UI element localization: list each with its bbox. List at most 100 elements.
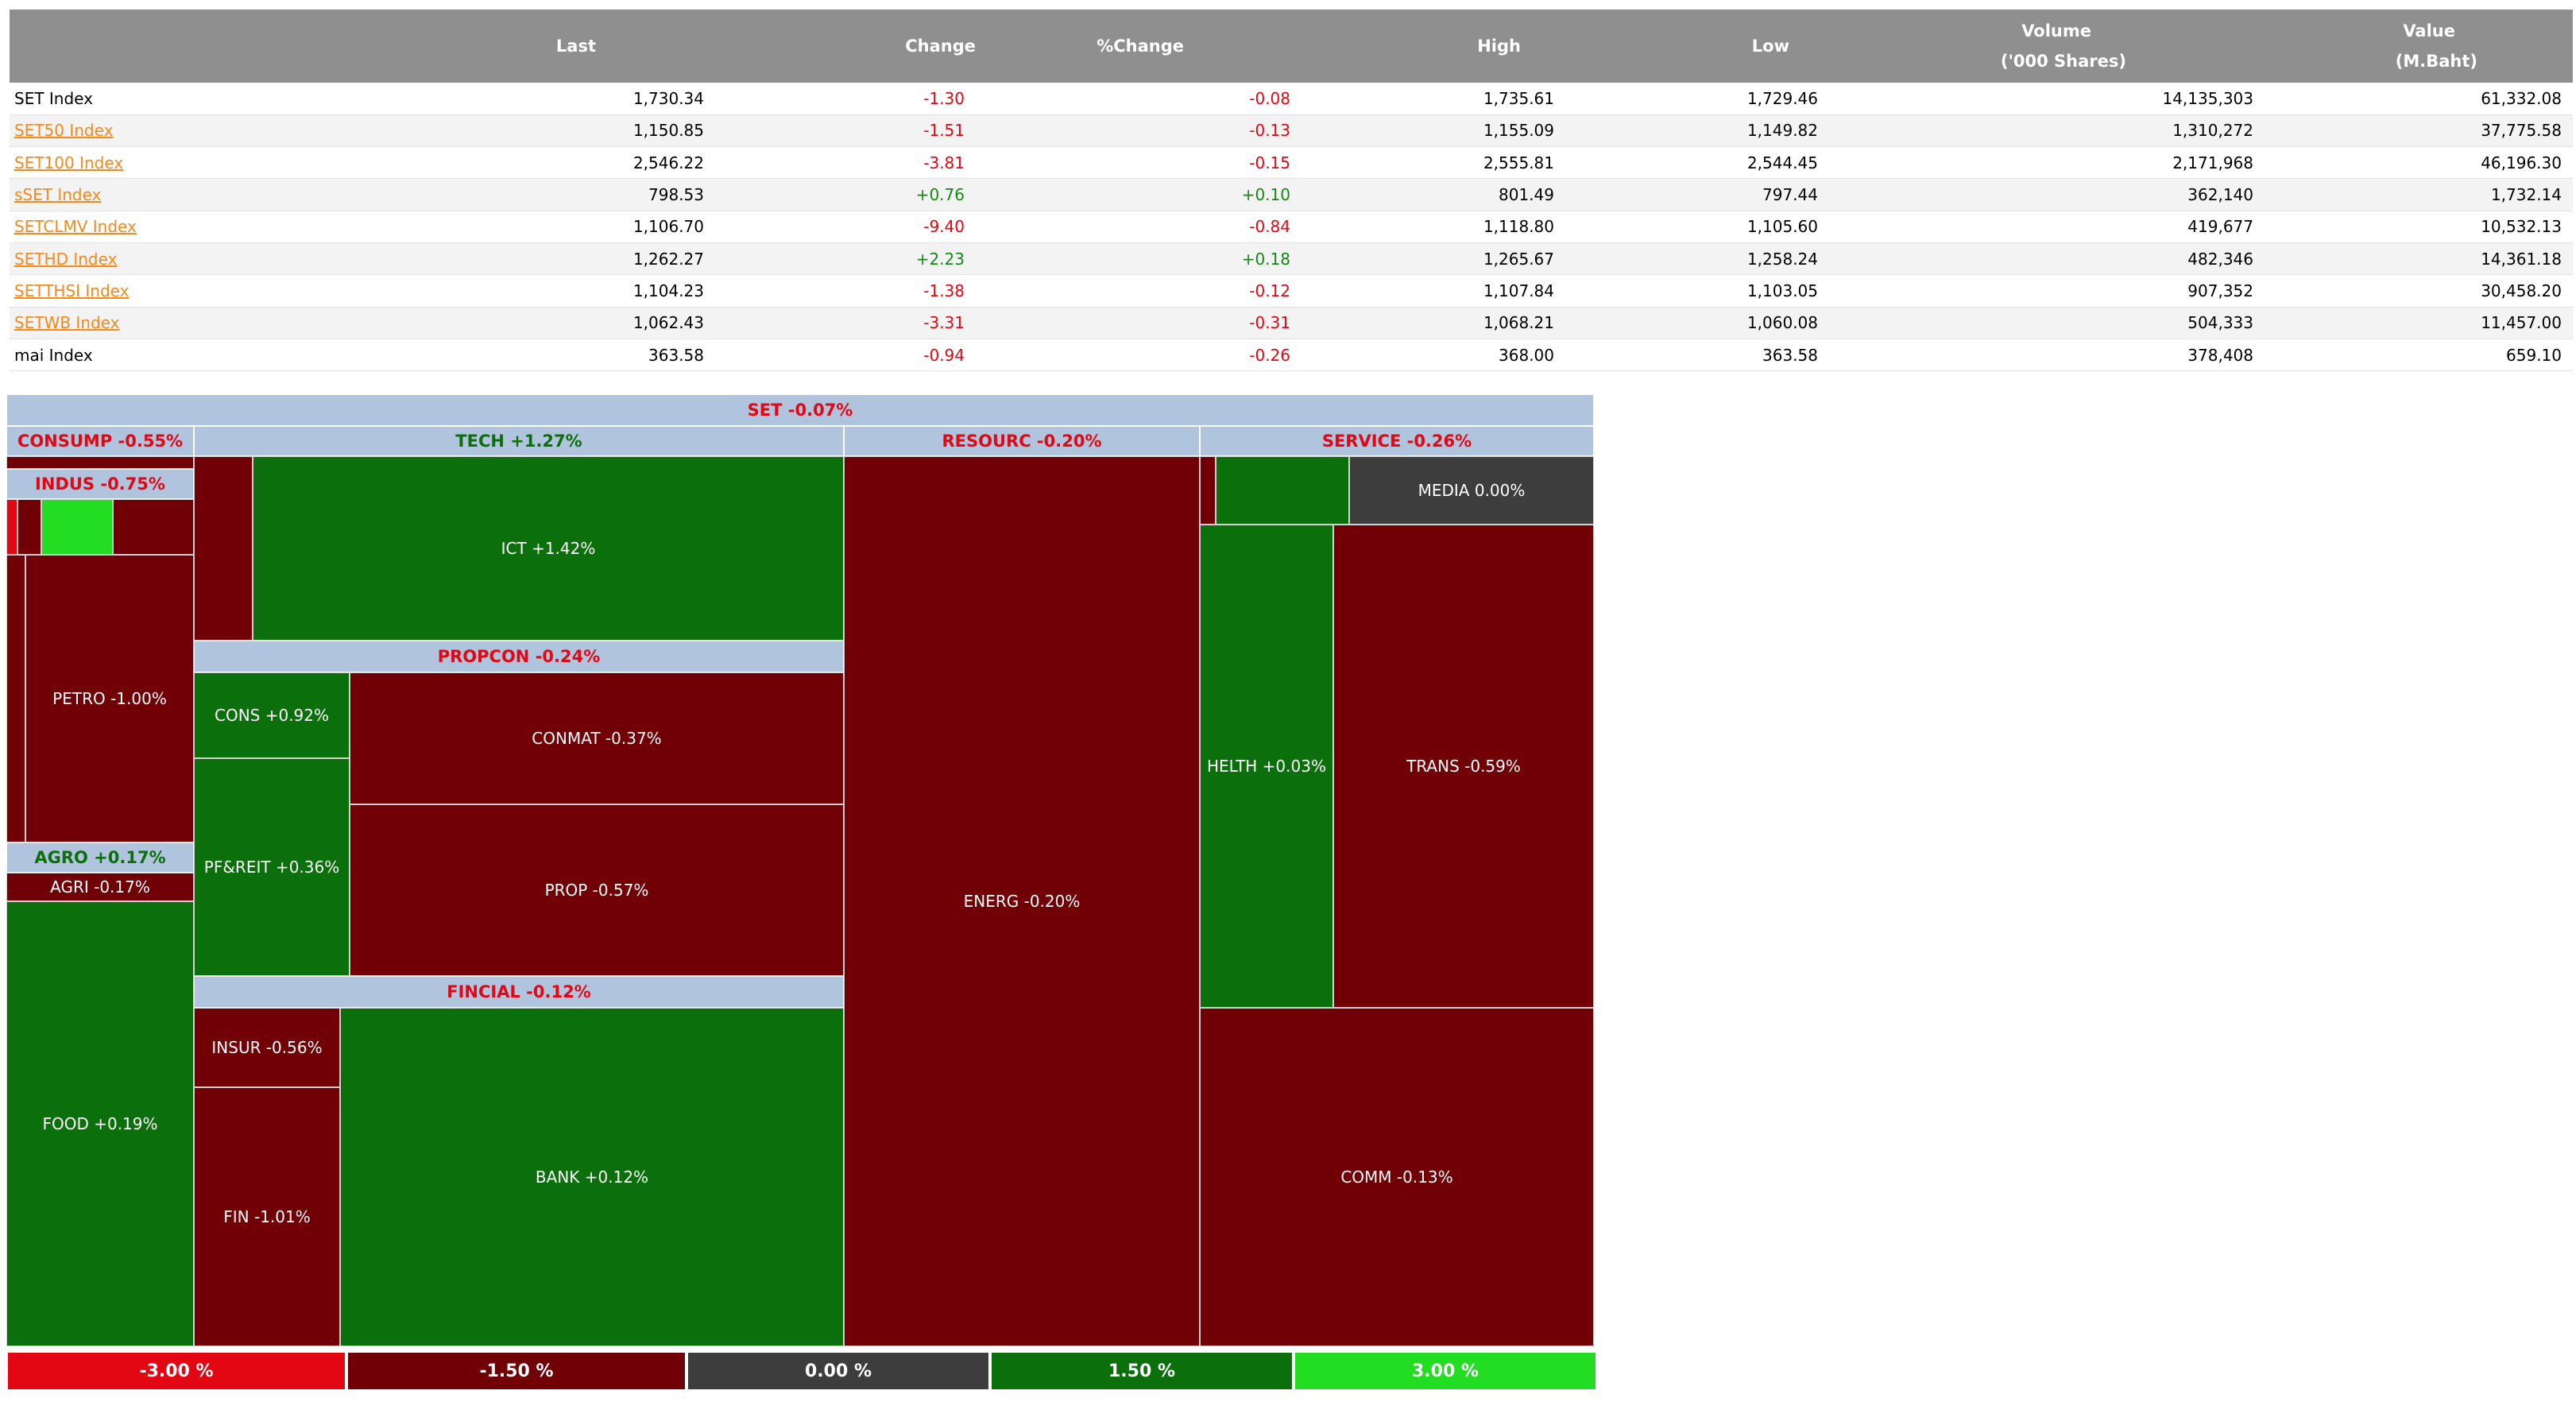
sector-helth[interactable]: HELTH +0.03% (1200, 525, 1333, 1008)
pct-change-value: +0.10 (976, 178, 1302, 211)
value-value: 37,775.58 (2265, 114, 2573, 148)
index-link[interactable]: SETCLMV Index (14, 217, 137, 237)
index-name: SET50 Index (10, 114, 343, 148)
volume-value: 1,310,272 (1829, 114, 2265, 148)
table-header-row: Last Change %Change High Low Volume ('00… (10, 10, 2573, 83)
sector-media[interactable]: MEDIA 0.00% (1349, 456, 1594, 525)
high-value: 1,107.84 (1302, 274, 1565, 308)
group-service-header[interactable]: SERVICE -0.26% (1200, 426, 1594, 456)
group-resourc-header[interactable]: RESOURC -0.20% (844, 426, 1200, 456)
group-consump-header[interactable]: CONSUMP -0.55% (6, 426, 194, 456)
last-value: 798.53 (343, 178, 715, 211)
low-value: 1,729.46 (1565, 83, 1829, 115)
table-row: mai Index 363.58 -0.94 -0.26 368.00 363.58 378… (10, 339, 2573, 372)
sector-bank[interactable]: BANK +0.12% (340, 1008, 844, 1346)
low-value: 1,149.82 (1565, 114, 1829, 148)
pct-change-value: -0.26 (976, 339, 1302, 372)
value-value: 30,458.20 (2265, 274, 2573, 308)
legend-minus-3: -3.00 % (8, 1353, 345, 1389)
sector-conmat[interactable]: CONMAT -0.37% (350, 672, 844, 804)
low-value: 1,105.60 (1565, 211, 1829, 243)
sector-cons[interactable]: CONS +0.92% (194, 672, 350, 758)
group-tech-header[interactable]: TECH +1.27% (194, 426, 844, 456)
sector-insur[interactable]: INSUR -0.56% (194, 1008, 340, 1087)
sector-heatmap: SET -0.07% CONSUMP -0.55% INDUS -0.75% P… (6, 394, 1594, 1348)
indus-thin-tile[interactable] (6, 555, 25, 842)
header-pct-change: %Change (1097, 37, 1184, 56)
index-link[interactable]: SETHD Index (14, 249, 118, 269)
low-value: 363.58 (1565, 339, 1829, 372)
group-agro-header[interactable]: AGRO +0.17% (6, 842, 194, 873)
table-row: SETHD Index 1,262.27 +2.23 +0.18 1,265.67 1,2… (10, 242, 2573, 276)
sector-trans[interactable]: TRANS -0.59% (1333, 525, 1594, 1008)
volume-value: 14,135,303 (1829, 83, 2265, 115)
low-value: 797.44 (1565, 178, 1829, 211)
pct-change-value: -0.84 (976, 211, 1302, 243)
sector-petro[interactable]: PETRO -1.00% (25, 555, 194, 842)
pct-change-value: -0.15 (976, 146, 1302, 180)
change-value: -1.51 (715, 114, 976, 148)
indus-small-tile-1[interactable] (6, 499, 17, 555)
index-link[interactable]: SETWB Index (14, 313, 120, 333)
table-row: SETTHSI Index 1,104.23 -1.38 -0.12 1,107.84 1… (10, 274, 2573, 308)
index-link[interactable]: SET50 Index (14, 121, 114, 141)
last-value: 1,062.43 (343, 307, 715, 339)
volume-value: 362,140 (1829, 178, 2265, 211)
indus-small-tile-2[interactable] (17, 499, 41, 555)
index-name: SETHD Index (10, 242, 343, 276)
indus-small-tile-4[interactable] (113, 499, 194, 555)
tech-small-tile[interactable] (194, 456, 253, 641)
pct-change-value: -0.31 (976, 307, 1302, 339)
table-row: SET50 Index 1,150.85 -1.51 -0.13 1,155.09 1,1… (10, 114, 2573, 148)
service-small-tile-2[interactable] (1216, 456, 1349, 525)
sector-agri[interactable]: AGRI -0.17% (6, 873, 194, 901)
index-link[interactable]: sSET Index (14, 185, 102, 205)
volume-value: 2,171,968 (1829, 146, 2265, 180)
sector-comm[interactable]: COMM -0.13% (1200, 1008, 1594, 1346)
change-value: -0.94 (715, 339, 976, 372)
pct-change-value: -0.08 (976, 83, 1302, 115)
high-value: 1,118.80 (1302, 211, 1565, 243)
volume-value: 482,346 (1829, 242, 2265, 276)
high-value: 1,265.67 (1302, 242, 1565, 276)
sector-food[interactable]: FOOD +0.19% (6, 901, 194, 1346)
sector-ict[interactable]: ICT +1.42% (253, 456, 844, 641)
index-link[interactable]: SETTHSI Index (14, 281, 130, 300)
low-value: 1,258.24 (1565, 242, 1829, 276)
table-row: SETCLMV Index 1,106.70 -9.40 -0.84 1,118.80 1… (10, 211, 2573, 243)
pct-change-value: -0.12 (976, 274, 1302, 308)
value-value: 1,732.14 (2265, 178, 2573, 211)
change-value: -9.40 (715, 211, 976, 243)
legend-plus-1-5: 1.50 % (992, 1353, 1292, 1389)
sector-fin[interactable]: FIN -1.01% (194, 1087, 340, 1346)
low-value: 2,544.45 (1565, 146, 1829, 180)
index-table: Last Change %Change High Low Volume ('00… (10, 10, 2573, 372)
last-value: 1,104.23 (343, 274, 715, 308)
last-value: 1,150.85 (343, 114, 715, 148)
header-value: Value (M.Baht) (2395, 21, 2477, 71)
header-volume: Volume ('000 Shares) (2000, 21, 2126, 71)
header-change: Change (905, 37, 976, 56)
group-propcon-header[interactable]: PROPCON -0.24% (194, 641, 844, 672)
low-value: 1,060.08 (1565, 307, 1829, 339)
heatmap-title: SET -0.07% (6, 394, 1594, 426)
sector-prop[interactable]: PROP -0.57% (350, 804, 844, 976)
high-value: 1,155.09 (1302, 114, 1565, 148)
consump-strip[interactable] (6, 456, 194, 469)
index-name: SETCLMV Index (10, 211, 343, 243)
volume-value: 378,408 (1829, 339, 2265, 372)
sector-pf-reit[interactable]: PF&REIT +0.36% (194, 758, 350, 976)
change-value: +0.76 (715, 178, 976, 211)
group-indus-header[interactable]: INDUS -0.75% (6, 469, 194, 499)
volume-value: 419,677 (1829, 211, 2265, 243)
high-value: 1,068.21 (1302, 307, 1565, 339)
index-link[interactable]: SET100 Index (14, 153, 124, 172)
change-value: -3.31 (715, 307, 976, 339)
high-value: 1,735.61 (1302, 83, 1565, 115)
header-name (10, 10, 343, 83)
service-small-tile-1[interactable] (1200, 456, 1216, 525)
indus-small-tile-3[interactable] (41, 499, 113, 555)
sector-energ[interactable]: ENERG -0.20% (844, 456, 1200, 1346)
group-fincial-header[interactable]: FINCIAL -0.12% (194, 976, 844, 1008)
pct-change-value: -0.13 (976, 114, 1302, 148)
